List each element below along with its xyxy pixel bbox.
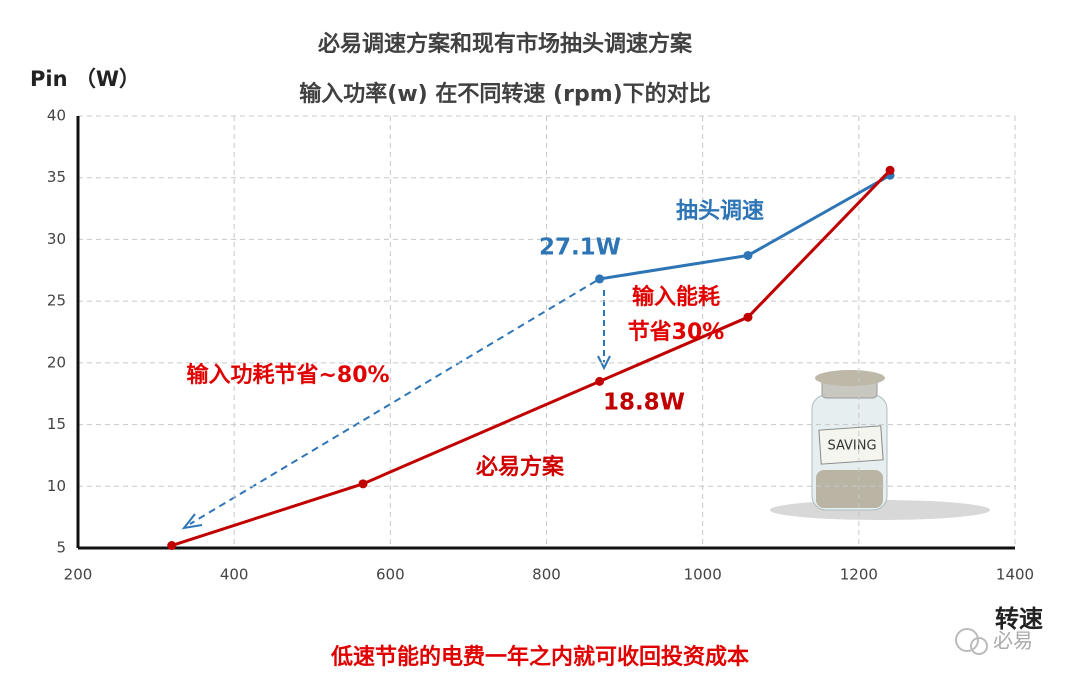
y-tick-label: 5 (56, 539, 66, 557)
chart-subtitle: 输入功率(w) 在不同转速 (rpm)下的对比 (299, 81, 710, 107)
data-point (595, 274, 605, 284)
data-point (167, 541, 177, 551)
arrow-head (597, 355, 611, 371)
chart-title: 必易调速方案和现有市场抽头调速方案 (318, 31, 693, 57)
data-point (743, 250, 753, 260)
series-line (171, 169, 892, 547)
annotation: 输入功耗节省~80% (186, 362, 389, 388)
series-label: 抽头调速 (676, 198, 764, 224)
annotation: 节省30% (628, 320, 725, 345)
annotation: 27.1W (539, 235, 621, 261)
x-tick-label: 1400 (996, 566, 1034, 584)
series-line (599, 173, 891, 281)
x-tick-label: 800 (532, 566, 561, 584)
y-tick-label: 25 (47, 292, 66, 310)
x-axis-label: 转速 (995, 605, 1043, 633)
data-point (358, 479, 368, 489)
x-tick-label: 400 (220, 566, 249, 584)
y-tick-label: 35 (47, 168, 66, 186)
arrow-head (181, 513, 203, 530)
data-point (743, 312, 753, 322)
y-tick-label: 20 (47, 353, 66, 371)
watermark-icon (955, 628, 988, 655)
series-label: 必易方案 (476, 454, 565, 480)
annotation: 输入能耗 (632, 284, 720, 310)
data-point (885, 165, 895, 175)
y-tick-label: 30 (47, 230, 66, 248)
y-axis-label: Pin （W） (30, 67, 140, 91)
x-tick-label: 200 (64, 566, 93, 584)
x-tick-label: 1000 (684, 566, 722, 584)
jar-label: SAVING (827, 439, 876, 454)
x-tick-label: 600 (376, 566, 405, 584)
y-tick-label: 10 (47, 477, 66, 495)
annotation: 18.8W (603, 390, 685, 416)
y-tick-label: 40 (47, 107, 66, 125)
x-tick-label: 1200 (840, 566, 878, 584)
savings-jar: SAVING (770, 370, 990, 520)
comparison-arrow (189, 280, 597, 525)
footer: 低速节能的电费一年之内就可收回投资成本 (330, 644, 749, 670)
watermark: 必易 (993, 629, 1033, 653)
y-tick-label: 15 (47, 415, 66, 433)
data-point (595, 376, 605, 386)
